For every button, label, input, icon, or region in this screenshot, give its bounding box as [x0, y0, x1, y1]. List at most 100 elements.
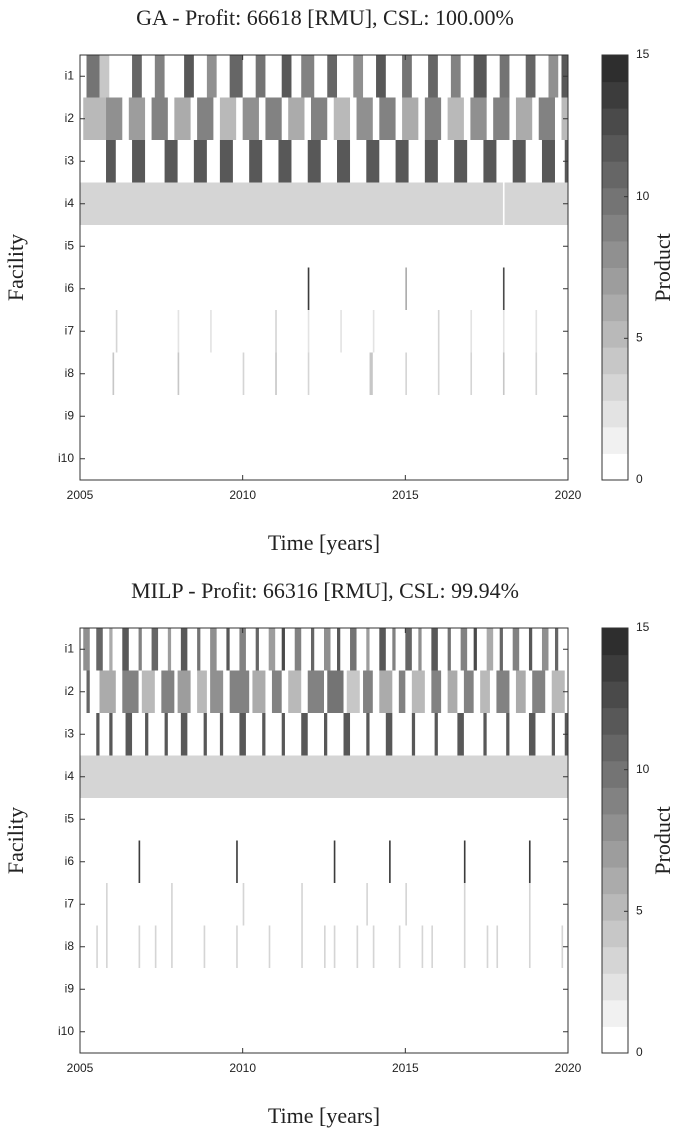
segment — [405, 352, 407, 395]
segment — [486, 628, 494, 671]
segment — [210, 670, 224, 713]
colorbar-cell — [602, 813, 628, 841]
x-tick-label: 2010 — [229, 1061, 256, 1075]
colorbar-cell — [602, 734, 628, 762]
x-axis-label: Time [years] — [268, 530, 380, 555]
segment — [473, 55, 487, 98]
segment — [486, 925, 489, 968]
colorbar-tick-label: 10 — [636, 189, 650, 203]
segment — [171, 925, 173, 968]
segment — [239, 628, 246, 671]
segment — [226, 628, 230, 671]
colorbar-frame — [601, 627, 629, 1054]
y-tick-label: i9 — [65, 408, 75, 422]
plot-frame — [79, 627, 569, 1054]
segment — [398, 670, 406, 713]
segment — [463, 840, 466, 883]
segment — [86, 55, 100, 98]
segment — [356, 97, 373, 140]
x-tick-label: 2015 — [392, 1061, 419, 1075]
segment — [83, 628, 90, 671]
segment — [288, 670, 302, 713]
colorbar-cell — [602, 134, 628, 162]
segment — [132, 55, 142, 98]
y-tick-label: i1 — [65, 641, 75, 655]
colorbar-cell — [602, 400, 628, 428]
colorbar-cell — [602, 267, 628, 295]
colorbar-cell — [602, 946, 628, 974]
segment — [548, 55, 559, 98]
segment — [483, 140, 497, 183]
segment — [398, 925, 401, 968]
segment — [502, 267, 505, 310]
segment — [343, 713, 351, 756]
panel: MILP - Profit: 66316 [RMU], CSL: 99.94% i… — [3, 578, 675, 1128]
y-tick-label: i5 — [65, 238, 75, 252]
colorbar-cell — [602, 320, 628, 348]
segment — [180, 713, 188, 756]
segment — [324, 925, 326, 968]
segment — [372, 925, 375, 968]
segment — [177, 670, 191, 713]
segment — [83, 97, 107, 140]
segment — [402, 97, 419, 140]
colorbar-cell — [602, 840, 628, 868]
segment — [561, 925, 564, 968]
y-tick-label: i10 — [58, 1024, 74, 1038]
segment — [206, 55, 217, 98]
colorbar-cell — [602, 867, 628, 895]
segment — [239, 713, 246, 756]
colorbar-tick-label: 5 — [636, 904, 643, 918]
segment — [271, 670, 282, 713]
y-tick-label: i3 — [65, 726, 75, 740]
segment — [96, 628, 103, 671]
colorbar-tick-label: 10 — [636, 762, 650, 776]
chart-title: GA - Profit: 66618 [RMU], CSL: 100.00% — [136, 5, 514, 30]
segment — [307, 352, 310, 395]
colorbar-tick-label: 0 — [636, 1045, 643, 1059]
y-tick-label: i1 — [65, 68, 75, 82]
segment — [197, 628, 201, 671]
colorbar-label: Product — [650, 806, 675, 874]
colorbar-cell — [602, 347, 628, 375]
segment — [193, 140, 207, 183]
segment — [411, 713, 416, 756]
segment — [132, 140, 146, 183]
colorbar-tick-label: 15 — [636, 47, 650, 61]
segment — [278, 140, 292, 183]
colorbar-tick-label: 5 — [636, 331, 643, 345]
segment — [275, 352, 277, 395]
segment — [493, 97, 510, 140]
y-tick-label: i8 — [65, 939, 75, 953]
segment — [535, 310, 538, 353]
segment — [219, 97, 237, 140]
segment — [154, 55, 165, 98]
segment — [210, 310, 212, 353]
segment — [515, 670, 526, 713]
y-tick-label: i5 — [65, 811, 75, 825]
segment — [385, 713, 393, 756]
segment — [242, 352, 245, 395]
segment — [310, 628, 315, 671]
segment — [512, 140, 526, 183]
segment — [528, 840, 531, 883]
segment — [424, 97, 442, 140]
segment — [496, 670, 510, 713]
colorbar-frame — [601, 54, 629, 481]
segment — [122, 670, 139, 713]
segment — [288, 97, 305, 140]
colorbar-tick-label: 15 — [636, 620, 650, 634]
segment — [281, 628, 285, 671]
x-axis-label: Time [years] — [268, 1103, 380, 1128]
x-tick-label: 2020 — [555, 488, 582, 502]
colorbar-cell — [602, 893, 628, 921]
segment — [197, 97, 214, 140]
segment — [275, 310, 277, 353]
segment — [502, 352, 505, 395]
y-tick-label: i2 — [65, 684, 75, 698]
segment — [369, 352, 373, 395]
colorbar-cell — [602, 187, 628, 215]
segment — [281, 55, 292, 98]
segment — [301, 883, 303, 926]
segment — [395, 140, 409, 183]
